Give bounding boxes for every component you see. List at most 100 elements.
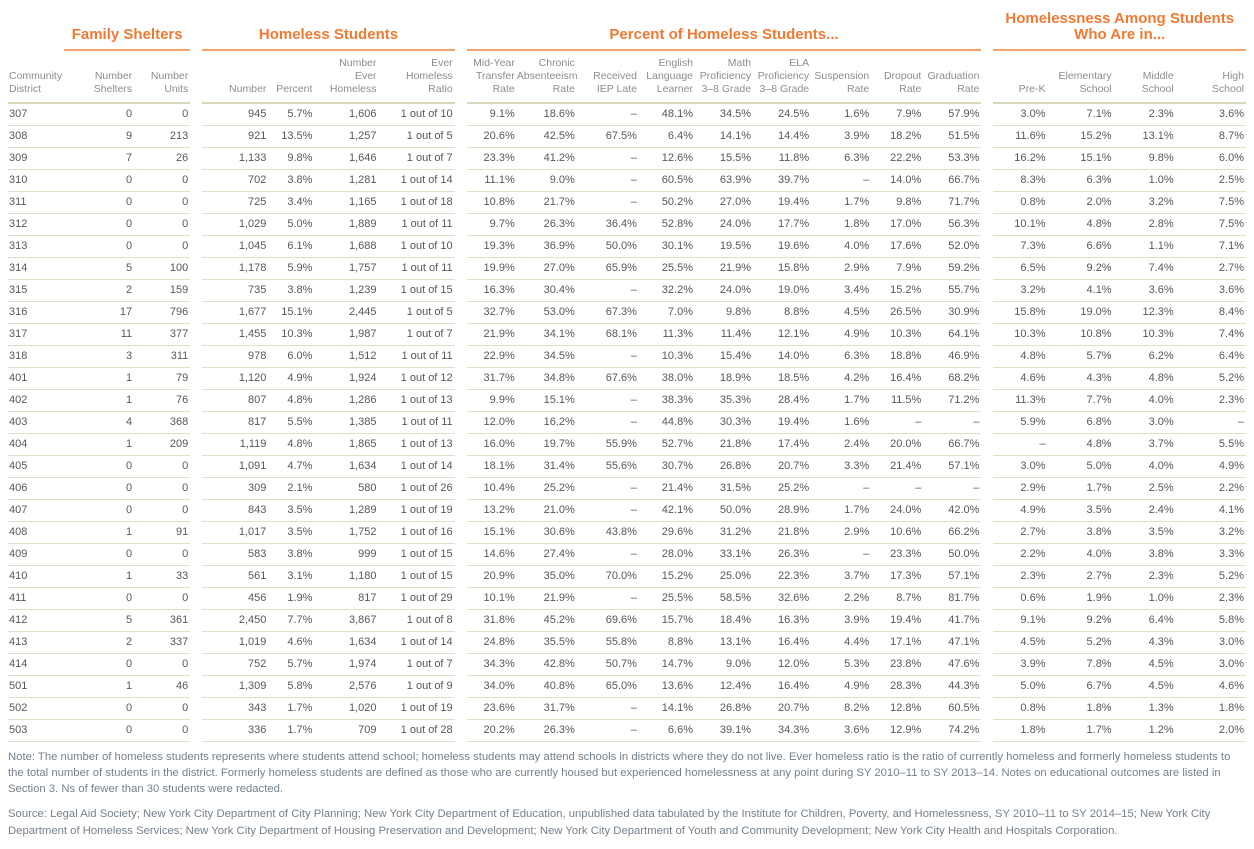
cell-ever-homeless-ratio: 1 out of 14 — [378, 455, 455, 479]
column-header-ever-homeless-ratio: Ever Homeless Ratio — [378, 50, 455, 105]
column-gap — [190, 412, 202, 434]
cell-math-proficiency: 26.8% — [695, 697, 754, 721]
cell-ela-proficiency: 16.4% — [753, 675, 812, 699]
cell-middle-school: 13.1% — [1113, 125, 1176, 149]
cell-district: 413 — [8, 631, 65, 655]
column-gap — [190, 6, 202, 50]
cell-num-shelters: 5 — [64, 257, 135, 281]
column-header-number: Number — [202, 50, 269, 105]
cell-dropout-rate: 17.3% — [871, 565, 924, 589]
cell-number-ever-homeless: 1,752 — [314, 521, 379, 545]
cell-pre-k: 10.3% — [993, 323, 1048, 347]
cell-percent: 10.3% — [268, 323, 315, 347]
cell-math-proficiency: 14.1% — [695, 125, 754, 149]
cell-percent: 3.8% — [268, 543, 315, 567]
cell-chronic-absenteeism-rate: 31.7% — [516, 697, 577, 721]
cell-received-iep-late: 69.6% — [576, 609, 639, 633]
cell-middle-school: 2.8% — [1113, 213, 1176, 237]
table-row: 309 7 26 1,133 9.8% 1,646 1 out of 7 23.3% 41.2%… — [8, 147, 1246, 171]
cell-elementary-school: 6.3% — [1047, 169, 1114, 193]
cell-dropout-rate: 18.8% — [871, 345, 924, 369]
cell-num-units: 0 — [134, 653, 191, 677]
cell-math-proficiency: 13.1% — [695, 631, 754, 655]
column-gap — [190, 698, 202, 720]
column-gap — [455, 654, 467, 676]
cell-middle-school: 1.0% — [1113, 169, 1176, 193]
cell-math-proficiency: 33.1% — [695, 543, 754, 567]
cell-received-iep-late: – — [576, 697, 639, 721]
cell-elementary-school: 1.7% — [1047, 719, 1114, 743]
table-body: 307 0 0 945 5.7% 1,606 1 out of 10 9.1% 18.6% –48… — [8, 103, 1246, 743]
cell-chronic-absenteeism-rate: 18.6% — [516, 103, 577, 127]
column-gap — [190, 302, 202, 324]
cell-suspension-rate: 4.0% — [811, 235, 872, 259]
column-gap — [981, 698, 993, 720]
cell-pre-k: 5.0% — [993, 675, 1048, 699]
cell-ever-homeless-ratio: 1 out of 11 — [378, 411, 455, 435]
cell-high-school: 3.3% — [1175, 543, 1246, 567]
cell-number: 583 — [202, 543, 269, 567]
cell-pre-k: 2.3% — [993, 565, 1048, 589]
cell-english-language-learner: 30.7% — [638, 455, 695, 479]
cell-elementary-school: 6.7% — [1047, 675, 1114, 699]
cell-english-language-learner: 12.6% — [638, 147, 695, 171]
cell-mid-year-transfer-rate: 34.0% — [466, 675, 517, 699]
cell-num-shelters: 2 — [64, 631, 135, 655]
cell-number-ever-homeless: 1,634 — [314, 631, 379, 655]
cell-high-school: 3.6% — [1175, 279, 1246, 303]
column-header-middle-school: Middle School — [1113, 50, 1176, 105]
cell-elementary-school: 10.8% — [1047, 323, 1114, 347]
column-header-high-school: High School — [1175, 50, 1246, 105]
cell-num-units: 91 — [134, 521, 191, 545]
cell-chronic-absenteeism-rate: 21.9% — [516, 587, 577, 611]
cell-number: 1,455 — [202, 323, 269, 347]
group-title-blank — [8, 6, 64, 50]
cell-chronic-absenteeism-rate: 35.5% — [516, 631, 577, 655]
cell-chronic-absenteeism-rate: 41.2% — [516, 147, 577, 171]
cell-num-units: 0 — [134, 235, 191, 259]
cell-ela-proficiency: 28.4% — [753, 389, 812, 413]
cell-dropout-rate: 20.0% — [871, 433, 924, 457]
cell-elementary-school: 3.8% — [1047, 521, 1114, 545]
cell-dropout-rate: 8.7% — [871, 587, 924, 611]
table-row: 318 3 311 978 6.0% 1,512 1 out of 11 22.9% 34.5%… — [8, 345, 1246, 369]
cell-ever-homeless-ratio: 1 out of 15 — [378, 543, 455, 567]
column-gap — [981, 456, 993, 478]
cell-received-iep-late: 50.0% — [576, 235, 639, 259]
column-gap — [981, 324, 993, 346]
cell-pre-k: 0.8% — [993, 697, 1048, 721]
cell-high-school: – — [1175, 411, 1246, 435]
table-row: 403 4 368 817 5.5% 1,385 1 out of 11 12.0% 16.2%… — [8, 411, 1246, 435]
cell-num-units: 377 — [134, 323, 191, 347]
cell-english-language-learner: 30.1% — [638, 235, 695, 259]
cell-math-proficiency: 15.5% — [695, 147, 754, 171]
cell-ever-homeless-ratio: 1 out of 9 — [378, 675, 455, 699]
cell-district: 309 — [8, 147, 65, 171]
cell-mid-year-transfer-rate: 10.1% — [466, 587, 517, 611]
district-table: Family Shelters Homeless Students Percent … — [8, 6, 1246, 743]
cell-ela-proficiency: 20.7% — [753, 455, 812, 479]
cell-middle-school: 7.4% — [1113, 257, 1176, 281]
column-gap — [190, 588, 202, 610]
cell-district: 414 — [8, 653, 65, 677]
column-gap — [190, 170, 202, 192]
table-row: 414 0 0 752 5.7% 1,974 1 out of 7 34.3% 42.8% 50.… — [8, 653, 1246, 677]
cell-percent: 7.7% — [268, 609, 315, 633]
cell-mid-year-transfer-rate: 16.3% — [466, 279, 517, 303]
cell-pre-k: 5.9% — [993, 411, 1048, 435]
cell-english-language-learner: 21.4% — [638, 477, 695, 501]
footnotes: Note: The number of homeless students re… — [8, 749, 1246, 838]
cell-ever-homeless-ratio: 1 out of 14 — [378, 631, 455, 655]
cell-english-language-learner: 15.2% — [638, 565, 695, 589]
cell-suspension-rate: 2.9% — [811, 521, 872, 545]
cell-chronic-absenteeism-rate: 30.6% — [516, 521, 577, 545]
cell-graduation-rate: 47.1% — [923, 631, 982, 655]
cell-chronic-absenteeism-rate: 9.0% — [516, 169, 577, 193]
column-gap — [981, 544, 993, 566]
cell-number-ever-homeless: 1,512 — [314, 345, 379, 369]
cell-num-units: 79 — [134, 367, 191, 391]
cell-suspension-rate: 4.5% — [811, 301, 872, 325]
cell-received-iep-late: – — [576, 719, 639, 743]
cell-number: 343 — [202, 697, 269, 721]
